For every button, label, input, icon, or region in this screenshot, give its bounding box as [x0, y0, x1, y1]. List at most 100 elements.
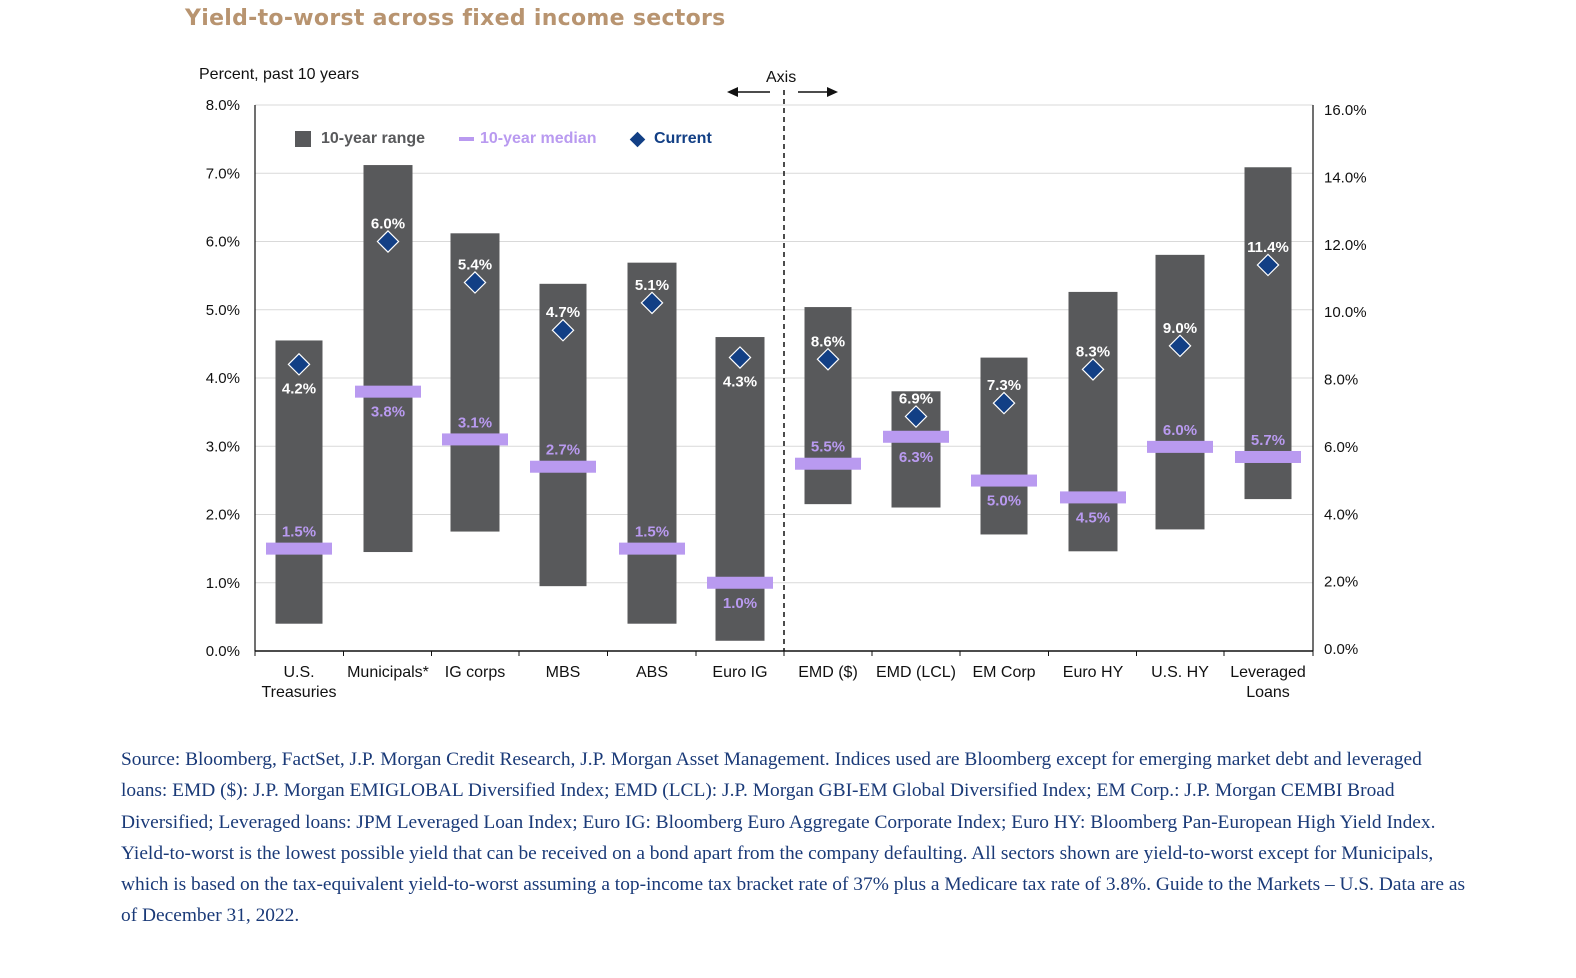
- left-tick-label: 7.0%: [206, 165, 240, 182]
- current-marker: [1081, 357, 1105, 381]
- range-bar: [1244, 167, 1292, 500]
- current-label: 5.1%: [635, 277, 669, 294]
- median-label: 6.0%: [1163, 422, 1197, 439]
- median-marker: [442, 433, 508, 446]
- median-marker: [619, 542, 685, 555]
- median-label: 5.5%: [811, 439, 845, 456]
- current-marker: [816, 347, 840, 371]
- legend-range-swatch: [295, 131, 311, 147]
- legend-median: 10-year median: [459, 130, 597, 148]
- median-markers: [266, 385, 1301, 589]
- right-tick-label: 0.0%: [1324, 641, 1358, 658]
- left-tick-label: 2.0%: [206, 507, 240, 524]
- median-label: 5.0%: [987, 493, 1021, 510]
- right-tick-label: 12.0%: [1324, 237, 1367, 254]
- median-marker: [971, 474, 1037, 487]
- category-label: Euro HY: [1063, 664, 1124, 681]
- median-marker: [530, 460, 596, 473]
- median-marker: [1147, 440, 1213, 453]
- current-marker: [904, 405, 928, 429]
- current-marker: [728, 346, 752, 369]
- current-label: 5.4%: [458, 256, 492, 273]
- current-label: 4.7%: [546, 304, 580, 321]
- data-labels: 1.5% 4.2% 3.8% 6.0% 3.1% 5.4% 2.7% 4.7% 1.5% 5.1%…: [282, 216, 1289, 612]
- current-marker: [640, 291, 664, 315]
- current-marker: [376, 230, 400, 253]
- median-marker: [1060, 491, 1126, 504]
- category-label: Municipals*: [347, 664, 429, 681]
- current-markers: [287, 230, 1280, 429]
- median-label: 1.0%: [723, 595, 757, 612]
- right-tick-label: 16.0%: [1324, 102, 1367, 119]
- category-label: Treasuries: [262, 684, 337, 701]
- current-label: 11.4%: [1247, 239, 1289, 256]
- right-tick-label: 10.0%: [1324, 304, 1367, 321]
- current-label: 4.3%: [723, 374, 757, 391]
- median-label: 3.1%: [458, 414, 492, 431]
- category-label: IG corps: [445, 664, 505, 681]
- right-tick-label: 8.0%: [1324, 372, 1358, 389]
- axis-divider-label: Axis: [766, 69, 797, 86]
- category-label: U.S.: [283, 664, 314, 681]
- left-tick-label: 3.0%: [206, 438, 240, 455]
- current-label: 6.9%: [899, 391, 933, 408]
- left-tick-label: 1.0%: [206, 575, 240, 592]
- range-bar: [715, 337, 765, 641]
- legend-current: Current: [629, 130, 712, 148]
- category-label: Loans: [1246, 684, 1290, 701]
- median-marker: [1235, 450, 1301, 463]
- source-note: Source: Bloomberg, FactSet, J.P. Morgan …: [121, 749, 1465, 927]
- category-label: Leveraged: [1230, 664, 1306, 681]
- right-tick-label: 2.0%: [1324, 574, 1358, 591]
- current-marker: [463, 270, 487, 294]
- median-label: 1.5%: [282, 524, 316, 541]
- left-tick-label: 4.0%: [206, 370, 240, 387]
- median-marker: [707, 576, 773, 589]
- median-label: 5.7%: [1251, 432, 1285, 449]
- median-label: 3.8%: [371, 404, 405, 421]
- category-label: EMD (LCL): [876, 664, 956, 681]
- right-tick-label: 14.0%: [1324, 169, 1367, 186]
- current-label: 8.3%: [1076, 343, 1110, 360]
- legend-median-swatch: [459, 137, 474, 141]
- range-bar: [363, 165, 413, 553]
- category-label: ABS: [636, 664, 668, 681]
- current-marker: [1256, 253, 1280, 277]
- left-tick-label: 5.0%: [206, 302, 240, 319]
- left-tick-label: 8.0%: [206, 97, 240, 114]
- legend-current-label: Current: [654, 130, 712, 147]
- range-bar: [1155, 254, 1205, 530]
- current-label: 7.3%: [987, 377, 1021, 394]
- current-marker: [287, 352, 311, 376]
- range-bar: [627, 262, 677, 624]
- median-label: 1.5%: [635, 524, 669, 541]
- range-bar: [804, 307, 852, 505]
- right-tick-label: 4.0%: [1324, 506, 1358, 523]
- chart-subtitle: Percent, past 10 years: [199, 66, 360, 83]
- median-label: 4.5%: [1076, 509, 1110, 526]
- median-marker: [883, 430, 949, 443]
- right-tick-label: 6.0%: [1324, 439, 1358, 456]
- left-arrow-head: [727, 87, 738, 97]
- category-label: Euro IG: [712, 664, 767, 681]
- category-label: U.S. HY: [1151, 664, 1209, 681]
- left-tick-label: 6.0%: [206, 234, 240, 251]
- current-label: 4.2%: [282, 380, 316, 397]
- axes: 0.0% 1.0% 2.0% 3.0% 4.0% 5.0% 6.0% 7.0% 8.0% 0.0%…: [206, 87, 1367, 701]
- median-marker: [795, 457, 861, 470]
- category-label: EMD ($): [798, 664, 858, 681]
- median-label: 6.3%: [899, 449, 933, 466]
- legend-current-swatch: [629, 131, 646, 147]
- current-label: 8.6%: [811, 333, 845, 350]
- current-label: 6.0%: [371, 216, 405, 233]
- current-label: 9.0%: [1163, 320, 1197, 337]
- legend-range: 10-year range: [295, 130, 425, 148]
- category-label: MBS: [546, 664, 581, 681]
- median-label: 2.7%: [546, 442, 580, 459]
- legend-range-label: 10-year range: [321, 130, 426, 147]
- median-marker: [266, 542, 332, 555]
- legend-median-label: 10-year median: [480, 130, 597, 147]
- left-tick-label: 0.0%: [206, 643, 240, 660]
- median-marker: [355, 385, 421, 398]
- category-label: EM Corp: [972, 664, 1035, 681]
